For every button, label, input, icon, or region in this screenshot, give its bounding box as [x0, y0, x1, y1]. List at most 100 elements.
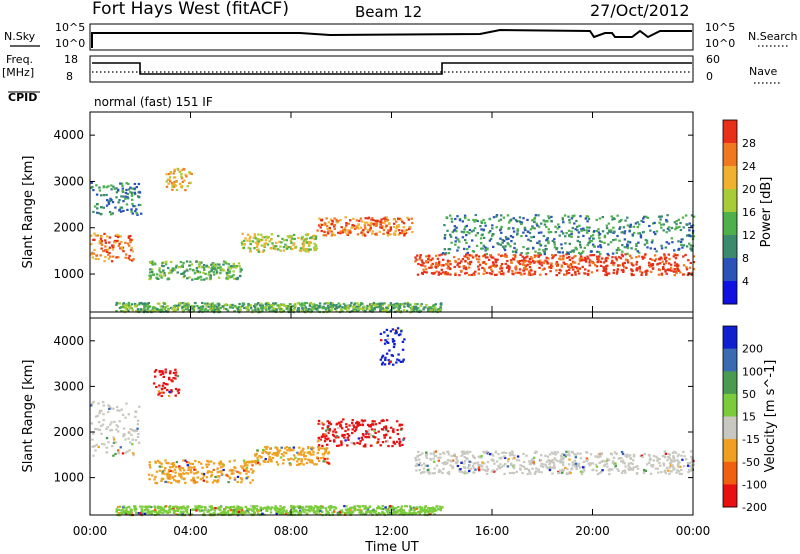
echo-cell — [381, 361, 385, 364]
echo-cell — [329, 506, 333, 509]
echo-cell — [614, 464, 617, 467]
echo-cell — [604, 260, 607, 263]
echo-cell — [502, 272, 505, 275]
echo-cell — [576, 452, 579, 455]
echo-cell — [477, 255, 481, 258]
echo-cell — [537, 214, 540, 217]
echo-cell — [168, 176, 172, 179]
echo-cell — [370, 509, 374, 512]
echo-cell — [278, 240, 281, 243]
echo-cell — [467, 262, 470, 265]
echo-cell — [173, 479, 176, 482]
echo-cell — [371, 217, 374, 220]
echo-cell — [107, 185, 110, 188]
echo-cell — [273, 507, 276, 510]
echo-cell — [201, 466, 204, 469]
echo-cell — [357, 227, 360, 230]
echo-cell — [334, 506, 337, 509]
echo-cell — [588, 264, 591, 267]
echo-cell — [112, 441, 116, 444]
echo-cell — [249, 304, 253, 307]
echo-cell — [340, 226, 343, 229]
power-ylabel: Slant Range [km] — [21, 156, 36, 269]
echo-cell — [658, 258, 661, 261]
echo-cell — [630, 262, 633, 265]
echo-cell — [688, 266, 692, 269]
echo-cell — [685, 266, 688, 269]
echo-cell — [458, 219, 462, 222]
echo-cell — [645, 272, 648, 275]
echo-cell — [91, 402, 94, 405]
echo-cell — [483, 451, 486, 454]
colorbar-tick-label: 12 — [742, 229, 756, 242]
echo-cell — [172, 464, 176, 467]
echo-cell — [688, 222, 691, 225]
echo-cell — [556, 460, 559, 463]
echo-cell — [252, 236, 256, 239]
echo-cell — [667, 242, 671, 245]
echo-cell — [182, 261, 185, 265]
echo-cell — [309, 308, 313, 311]
echo-cell — [199, 275, 203, 278]
echo-cell — [551, 254, 554, 257]
echo-cell — [257, 512, 260, 516]
echo-cell — [448, 459, 451, 462]
echo-cell — [510, 259, 513, 262]
echo-cell — [356, 441, 359, 444]
echo-cell — [366, 508, 369, 511]
echo-cell — [596, 269, 599, 272]
echo-cell — [530, 269, 533, 272]
echo-cell — [443, 461, 447, 464]
echo-cell — [515, 220, 519, 223]
echo-cell — [420, 464, 423, 467]
echo-cell — [170, 481, 173, 485]
echo-cell — [303, 508, 306, 511]
echo-cell — [391, 304, 394, 308]
echo-cell — [124, 191, 128, 194]
echo-cell — [386, 307, 390, 310]
echo-cell — [381, 304, 384, 307]
echo-cell — [364, 227, 367, 230]
echo-cell — [179, 511, 182, 514]
echo-cell — [124, 310, 127, 313]
echo-cell — [206, 309, 209, 312]
echo-cell — [204, 272, 207, 275]
echo-cell — [277, 508, 281, 511]
echo-cell — [354, 227, 357, 230]
echo-cell — [677, 218, 680, 221]
echo-cell — [475, 244, 479, 247]
echo-cell — [292, 309, 295, 312]
echo-cell — [232, 505, 236, 508]
echo-cell — [571, 249, 574, 252]
echo-cell — [213, 308, 217, 312]
echo-cell — [638, 267, 641, 270]
echo-cell — [472, 467, 475, 470]
echo-cell — [585, 457, 589, 460]
echo-cell — [329, 423, 333, 426]
echo-cell — [571, 451, 574, 454]
echo-cell — [300, 302, 304, 305]
echo-cell — [194, 277, 197, 280]
echo-cell — [466, 466, 469, 469]
echo-cell — [103, 443, 106, 446]
echo-cell — [141, 511, 144, 514]
echo-cell — [266, 451, 269, 455]
echo-cell — [389, 228, 393, 231]
echo-cell — [522, 269, 526, 272]
echo-cell — [135, 186, 138, 189]
echo-cell — [480, 247, 483, 250]
echo-cell — [535, 222, 538, 225]
echo-cell — [499, 218, 503, 221]
echo-cell — [326, 227, 329, 230]
echo-cell — [370, 428, 374, 431]
echo-cell — [256, 459, 260, 462]
echo-cell — [495, 215, 498, 218]
echo-cell — [188, 172, 192, 175]
echo-cell — [463, 228, 466, 231]
echo-cell — [557, 471, 560, 475]
echo-cell — [529, 228, 533, 231]
echo-cell — [368, 305, 371, 308]
echo-cell — [398, 229, 401, 232]
echo-cell — [450, 454, 453, 458]
echo-cell — [149, 510, 152, 513]
